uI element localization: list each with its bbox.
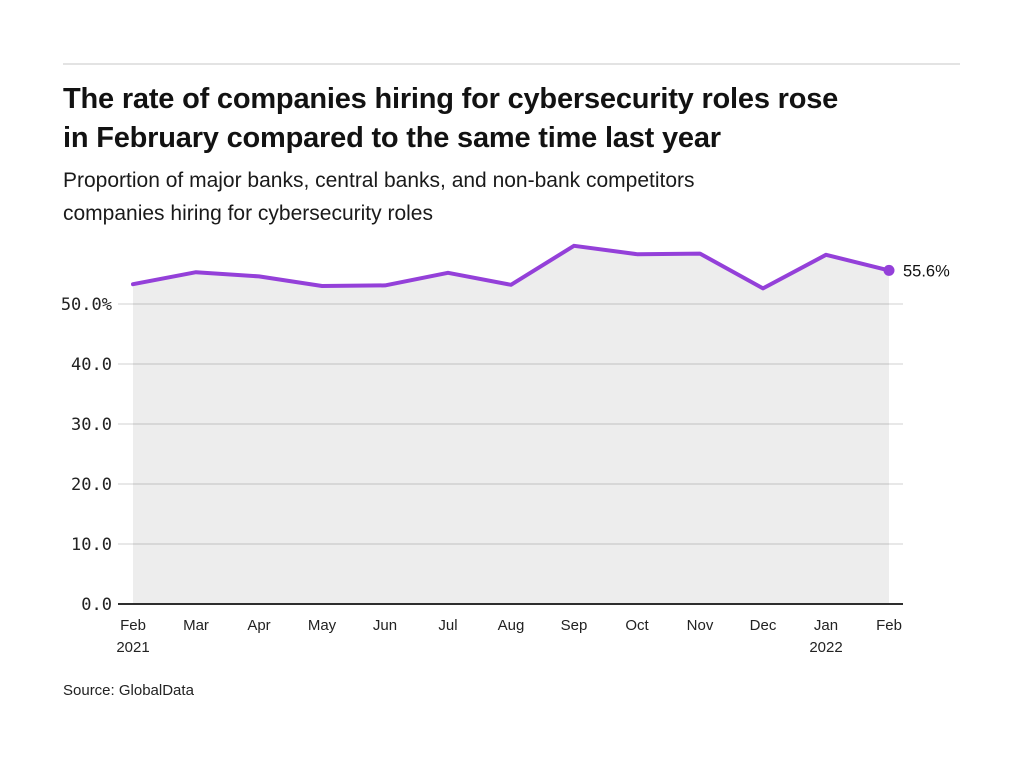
chart-subtitle-line2: companies hiring for cybersecurity roles xyxy=(63,202,433,225)
chart-subtitle: Proportion of major banks, central banks… xyxy=(63,164,963,230)
x-axis-year-label: 2021 xyxy=(116,639,149,656)
x-axis-year-label: 2022 xyxy=(809,639,842,656)
y-axis-tick-label: 10.0 xyxy=(71,535,112,555)
data-line xyxy=(131,243,891,291)
x-axis-month-label: Jul xyxy=(438,617,457,634)
y-axis-tick-label: 40.0 xyxy=(71,355,112,375)
end-point-dot xyxy=(883,264,895,276)
y-axis-tick-label: 30.0 xyxy=(71,415,112,435)
chart-title-line1: The rate of companies hiring for cyberse… xyxy=(63,83,839,115)
line-chart-canvas: 0.0 10.0 20.0 30.0 40.0 50.0% 55.6% Feb 2021 Mar A… xyxy=(61,243,950,656)
x-axis-month-label: Mar xyxy=(183,617,209,634)
x-axis-month-label: Dec xyxy=(750,617,777,634)
x-axis-month-label: Feb xyxy=(120,617,146,634)
x-axis-month-label: Jan xyxy=(814,617,838,634)
area-fill xyxy=(133,245,889,605)
end-value-label: 55.6% xyxy=(903,262,950,280)
x-axis-month-label: Apr xyxy=(247,617,270,634)
x-axis-month-label: Oct xyxy=(625,617,649,634)
x-axis-month-label: Nov xyxy=(687,617,714,634)
source-note: Source: GlobalData xyxy=(63,682,194,699)
y-axis-tick-label: 0.0 xyxy=(81,595,112,615)
line-chart: 0.0 10.0 20.0 30.0 40.0 50.0% 55.6% Feb 2021 Mar A… xyxy=(40,235,1000,665)
chart-title-line2: in February compared to the same time la… xyxy=(63,122,721,154)
y-axis-tick-label: 50.0% xyxy=(61,295,112,315)
x-axis-month-label: Feb xyxy=(876,617,902,634)
x-axis-month-label: Aug xyxy=(498,617,525,634)
x-axis-month-label: May xyxy=(308,617,337,634)
x-axis-month-label: Jun xyxy=(373,617,397,634)
x-axis-month-label: Sep xyxy=(561,617,588,634)
top-divider xyxy=(63,63,960,65)
y-axis-tick-label: 20.0 xyxy=(71,475,112,495)
chart-subtitle-line1: Proportion of major banks, central banks… xyxy=(63,169,695,192)
chart-title: The rate of companies hiring for cyberse… xyxy=(63,80,963,158)
